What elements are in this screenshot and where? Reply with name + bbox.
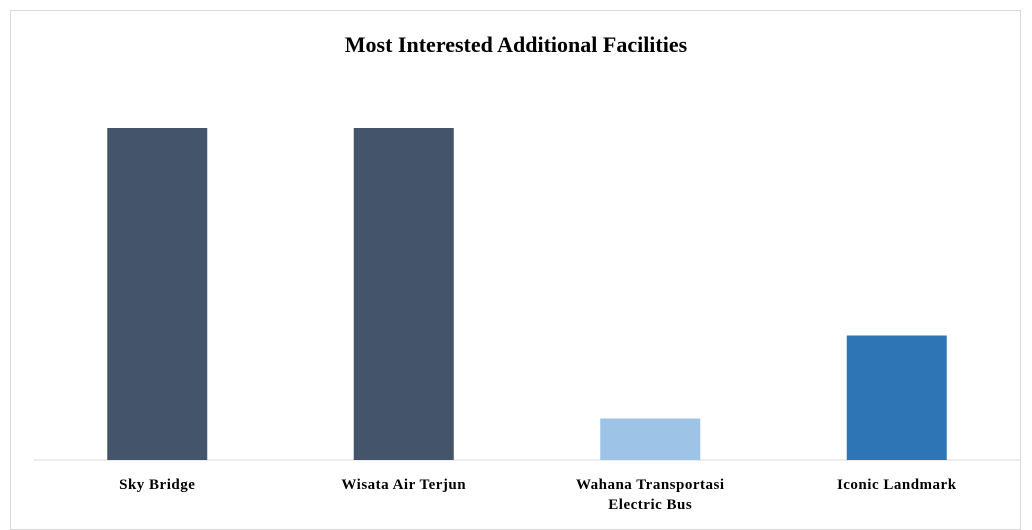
x-tick-label: Wahana Transportasi Electric Bus [575, 477, 725, 513]
bar [600, 418, 701, 460]
bar [107, 128, 208, 460]
chart-title: Most Interested Additional Facilities [344, 32, 688, 57]
x-tick-label: Sky Bridge [119, 477, 196, 493]
x-tick-label: Iconic Landmark [836, 477, 957, 493]
bar [353, 128, 454, 460]
x-tick-label: Wisata Air Terjun [341, 477, 467, 493]
bar [846, 335, 947, 460]
